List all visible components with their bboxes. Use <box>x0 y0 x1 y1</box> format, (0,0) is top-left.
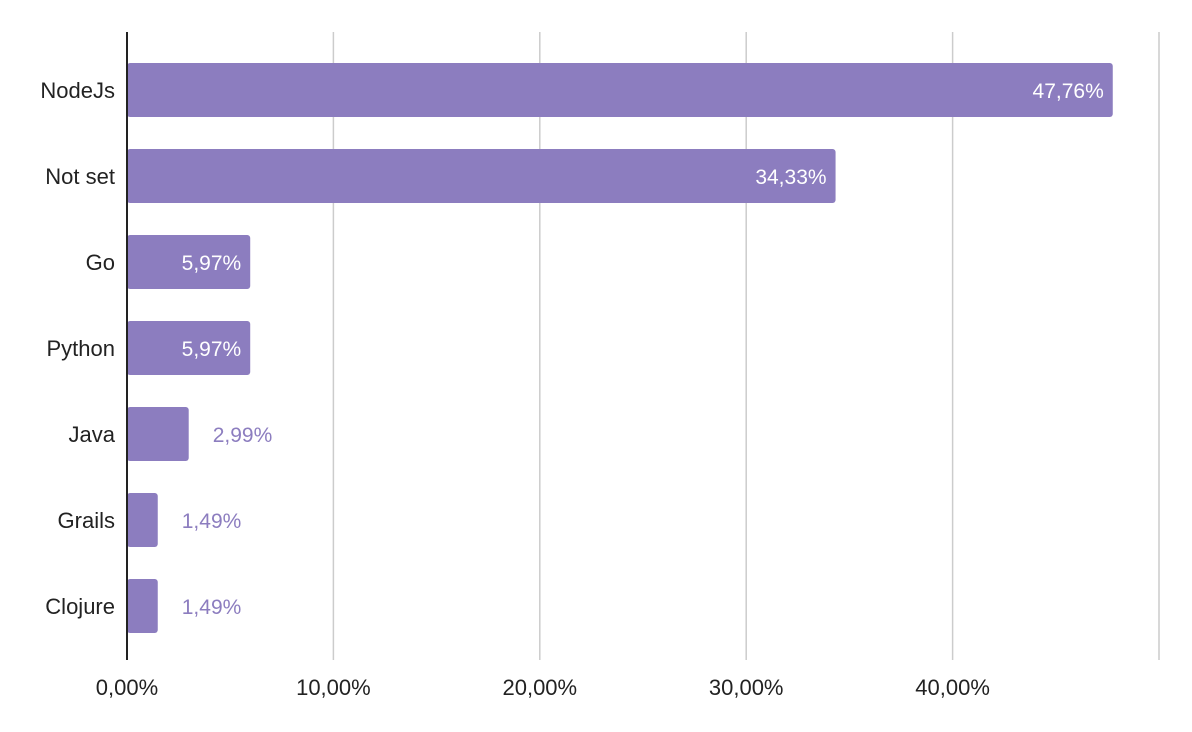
bar-python <box>127 321 251 375</box>
x-axis-ticks: 0,00% 10,00% 20,00% 30,00% 40,00% <box>96 675 990 700</box>
x-tick-label: 30,00% <box>709 675 784 700</box>
bar-java <box>127 407 189 461</box>
bar-clojure <box>127 579 158 633</box>
data-label: 34,33% <box>755 166 826 189</box>
bar-grails <box>127 493 158 547</box>
category-label: Grails <box>58 508 115 533</box>
bars <box>127 63 1113 633</box>
category-label: Python <box>47 336 116 361</box>
data-label: 5,97% <box>182 252 242 275</box>
value-labels: 47,76% 34,33% 5,97% 5,97% 2,99% 1,49% 1,49% <box>182 80 1104 619</box>
data-label: 1,49% <box>182 510 242 533</box>
category-label: Go <box>86 250 115 275</box>
data-label: 2,99% <box>213 424 273 447</box>
x-tick-label: 0,00% <box>96 675 158 700</box>
data-label: 1,49% <box>182 596 242 619</box>
data-label: 47,76% <box>1033 80 1104 103</box>
x-tick-label: 40,00% <box>915 675 990 700</box>
category-label: NodeJs <box>40 78 115 103</box>
x-tick-label: 20,00% <box>502 675 577 700</box>
bar-not-set <box>127 149 836 203</box>
category-label: Java <box>69 422 116 447</box>
category-labels: NodeJs Not set Go Python Java Grails Clojure <box>40 78 115 619</box>
bar-nodejs <box>127 63 1113 117</box>
x-tick-label: 10,00% <box>296 675 371 700</box>
category-label: Clojure <box>45 594 115 619</box>
data-label: 5,97% <box>182 338 242 361</box>
category-label: Not set <box>45 164 115 189</box>
bar-go <box>127 235 251 289</box>
gridlines <box>332 32 1160 660</box>
